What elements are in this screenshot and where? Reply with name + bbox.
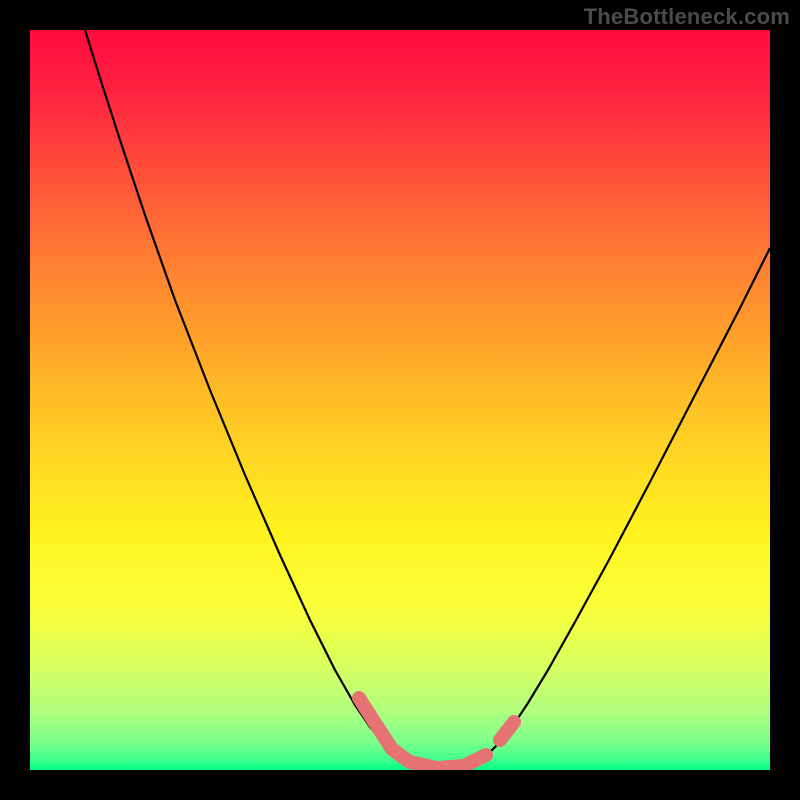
- watermark-text: TheBottleneck.com: [584, 4, 790, 30]
- chart-svg: [0, 0, 800, 800]
- figure-canvas: TheBottleneck.com: [0, 0, 800, 800]
- plot-background-gradient: [30, 30, 770, 770]
- valley-marker-segment: [466, 755, 486, 765]
